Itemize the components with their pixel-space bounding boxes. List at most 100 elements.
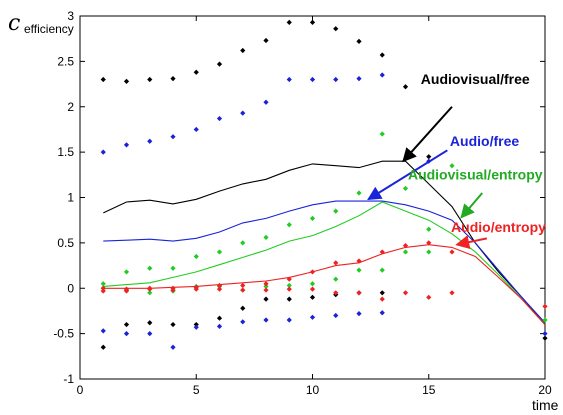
series-point-audiovisual-entropy-lower <box>263 283 269 290</box>
series-point-audiovisual-free-upper <box>356 38 362 45</box>
series-point-audiovisual-free-upper <box>402 84 409 90</box>
series-point-audiovisual-entropy-upper <box>449 163 455 169</box>
series-point-audiovisual-free-upper <box>193 69 199 75</box>
x-axis-label: time <box>532 397 559 413</box>
series-point-audiovisual-free-lower <box>542 335 548 341</box>
series-point-audiovisual-entropy-lower <box>286 282 292 289</box>
annotation-arrow-audio-free <box>367 149 448 201</box>
series-point-audio-entropy-lower <box>402 290 409 296</box>
series-point-audiovisual-free-lower <box>240 305 246 311</box>
series-point-audiovisual-entropy-upper <box>100 281 106 287</box>
series-point-audio-entropy-upper <box>263 281 269 287</box>
series-point-audiovisual-entropy-lower <box>147 290 153 296</box>
series-point-audio-free-lower <box>333 312 339 319</box>
y-tick-label: 1.5 <box>57 145 74 159</box>
series-point-audiovisual-free-lower <box>193 321 199 328</box>
series-point-audiovisual-entropy-upper <box>240 240 246 246</box>
series-point-audiovisual-free-upper <box>170 76 176 82</box>
series-point-audio-entropy-upper <box>333 260 339 266</box>
series-point-audio-free-upper <box>147 138 153 144</box>
series-line-audio-entropy <box>103 244 546 325</box>
series-point-audiovisual-free-upper <box>263 37 269 44</box>
series-point-audiovisual-entropy-lower <box>309 281 316 287</box>
series-point-audiovisual-free-upper <box>309 19 316 25</box>
series-point-audiovisual-free-lower <box>216 315 223 321</box>
series-point-audio-free-lower <box>379 310 385 316</box>
series-point-audio-entropy-lower <box>309 286 316 292</box>
series-point-audiovisual-entropy-upper <box>402 185 409 192</box>
series-point-audio-entropy-lower <box>379 296 385 302</box>
x-tick-label: 15 <box>422 383 436 397</box>
series-point-audio-entropy-upper <box>402 242 409 249</box>
series-point-audio-free-lower <box>309 314 316 320</box>
series-point-audio-entropy-lower <box>333 290 339 296</box>
series-point-audiovisual-entropy-upper <box>286 222 292 228</box>
x-tick-label: 20 <box>538 383 552 397</box>
series-point-audio-entropy-upper <box>309 269 316 275</box>
series-point-audiovisual-free-lower <box>170 321 176 328</box>
series-point-audio-entropy-lower <box>542 303 548 309</box>
series-point-audio-entropy-lower <box>123 288 130 294</box>
series-point-audio-free-lower <box>123 331 130 337</box>
series-point-audiovisual-entropy-lower <box>333 276 339 282</box>
series-point-audio-entropy-lower <box>263 287 269 293</box>
series-point-audio-free-upper <box>240 110 246 116</box>
series-point-audio-free-upper <box>123 142 130 148</box>
series-point-audiovisual-free-lower <box>263 296 269 302</box>
series-point-audio-entropy-lower <box>356 290 362 296</box>
series-line-audiovisual-free <box>103 160 546 325</box>
series-point-audio-entropy-lower <box>216 286 223 292</box>
series-point-audio-free-lower <box>542 331 548 337</box>
series-point-audiovisual-free-lower <box>286 296 292 302</box>
series-line-audio-free <box>103 200 546 324</box>
series-point-audiovisual-free-lower <box>100 344 106 350</box>
series-point-audiovisual-free-upper <box>426 154 432 160</box>
annotation-label-audiovisual-entropy: Audiovisual/entropy <box>408 166 543 182</box>
series-point-audio-entropy-upper <box>286 276 292 282</box>
series-point-audio-entropy-upper <box>379 249 385 255</box>
series-point-audiovisual-free-lower <box>309 294 316 300</box>
series-point-audiovisual-entropy-upper <box>193 253 199 260</box>
series-point-audio-free-upper <box>286 76 292 83</box>
x-tick-label: 0 <box>77 383 84 397</box>
series-point-audio-free-lower <box>263 317 269 323</box>
annotation-label-audiovisual-free: Audiovisual/free <box>421 71 530 87</box>
series-point-audio-free-upper <box>333 76 339 83</box>
series-point-audiovisual-free-lower <box>147 320 153 326</box>
series-point-audiovisual-free-upper <box>147 76 153 83</box>
series-point-audio-entropy-lower <box>193 286 199 292</box>
series-point-audio-free-lower <box>216 323 223 329</box>
series-point-audiovisual-entropy-upper <box>426 226 432 232</box>
series-point-audiovisual-entropy-lower <box>379 267 385 273</box>
y-tick-label: -0.5 <box>53 327 74 341</box>
annotation-label-audio-free: Audio/free <box>450 133 519 149</box>
y-tick-label: 2.5 <box>57 54 74 68</box>
series-point-audio-free-lower <box>286 317 292 323</box>
series-point-audio-free-upper <box>309 76 316 83</box>
series-point-audio-entropy-upper <box>426 240 432 246</box>
y-tick-label: 2 <box>67 100 74 114</box>
series-point-audiovisual-entropy-lower <box>426 249 432 255</box>
series-point-audio-free-upper <box>379 72 385 78</box>
series-point-audio-entropy-upper <box>449 249 455 255</box>
series-point-audiovisual-free-upper <box>216 61 223 67</box>
series-point-audiovisual-entropy-upper <box>170 265 176 271</box>
series-point-audiovisual-entropy-lower <box>542 317 548 323</box>
series-point-audio-free-upper <box>263 99 269 105</box>
series-point-audio-free-upper <box>216 115 223 122</box>
series-point-audiovisual-entropy-upper <box>263 234 269 241</box>
series-point-audiovisual-free-upper <box>379 52 385 58</box>
y-tick-label: 0 <box>67 281 74 295</box>
series-point-audiovisual-free-lower <box>123 321 130 328</box>
annotation-label-audio-entropy: Audio/entropy <box>451 219 546 235</box>
series-point-audio-free-upper <box>356 76 362 82</box>
annotation-arrow-audio-entropy <box>455 235 488 249</box>
annotation-arrow-audiovisual-free <box>402 106 453 163</box>
series-point-audio-free-lower <box>170 344 176 350</box>
series-point-audiovisual-entropy-upper <box>216 249 223 255</box>
series-point-audio-free-lower <box>193 324 199 330</box>
series-point-audio-free-lower <box>147 331 153 337</box>
series-point-audio-free-lower <box>240 319 246 325</box>
series-point-audio-entropy-upper <box>216 282 223 289</box>
